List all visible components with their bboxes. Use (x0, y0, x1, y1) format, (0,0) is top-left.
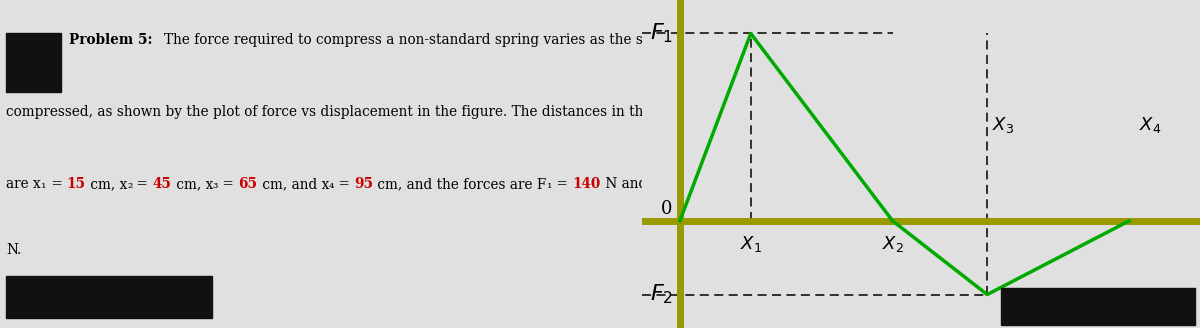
Text: -55: -55 (686, 177, 712, 191)
Text: 65: 65 (239, 177, 258, 191)
Text: N and F: N and F (601, 177, 661, 191)
Text: ₁: ₁ (41, 177, 47, 191)
Text: $\mathit{F}_1$: $\mathit{F}_1$ (649, 22, 673, 45)
Text: 0: 0 (661, 200, 673, 218)
Text: 15: 15 (67, 177, 85, 191)
Text: 140: 140 (572, 177, 601, 191)
Text: ₁: ₁ (547, 177, 552, 191)
Text: cm, and the forces are F: cm, and the forces are F (373, 177, 547, 191)
Text: compressed, as shown by the plot of force vs displacement in the figure. The dis: compressed, as shown by the plot of forc… (6, 105, 697, 119)
Text: ₄: ₄ (329, 177, 334, 191)
Text: 45: 45 (152, 177, 172, 191)
Text: cm, and x: cm, and x (258, 177, 329, 191)
Text: =: = (666, 177, 686, 191)
Text: cm, x: cm, x (85, 177, 127, 191)
Bar (1001, 288, 1195, 325)
Text: are x: are x (6, 177, 41, 191)
Text: ₂: ₂ (661, 177, 666, 191)
Text: =: = (47, 177, 67, 191)
Text: $\mathit{X}_3$: $\mathit{X}_3$ (992, 115, 1014, 135)
Text: cm, x: cm, x (172, 177, 212, 191)
Text: =: = (132, 177, 152, 191)
Text: 95: 95 (354, 177, 373, 191)
Text: $\mathit{X}_2$: $\mathit{X}_2$ (882, 234, 904, 254)
Text: ₃: ₃ (212, 177, 218, 191)
Text: N.: N. (6, 243, 22, 257)
Text: =: = (552, 177, 572, 191)
Text: The force required to compress a non-standard spring varies as the spring is: The force required to compress a non-sta… (163, 33, 696, 47)
Text: $\mathit{F}_2$: $\mathit{F}_2$ (649, 283, 673, 306)
Bar (6, 276, 212, 318)
Text: =: = (218, 177, 239, 191)
Text: Problem 5:: Problem 5: (70, 33, 152, 47)
Text: =: = (334, 177, 354, 191)
Text: ₂: ₂ (127, 177, 132, 191)
Bar (6, 33, 61, 92)
Text: $\mathit{X}_4$: $\mathit{X}_4$ (1139, 115, 1160, 135)
Text: $\mathit{X}_1$: $\mathit{X}_1$ (739, 234, 762, 254)
